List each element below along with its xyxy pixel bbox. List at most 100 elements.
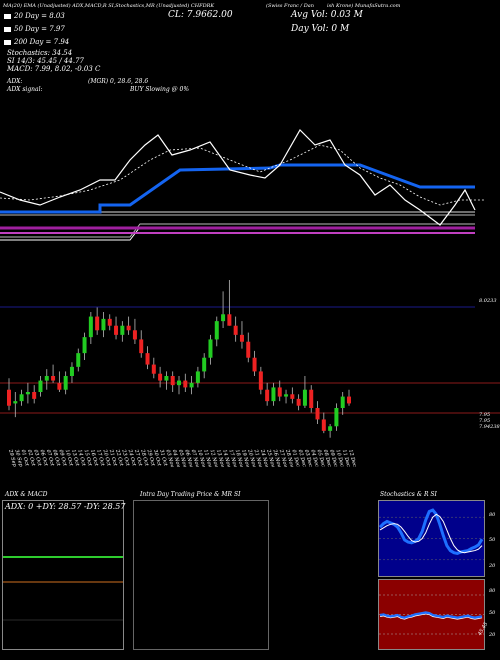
candle-body	[82, 337, 87, 354]
date-label: 13 Nov	[215, 449, 226, 468]
stoch-panel	[378, 500, 485, 577]
stoch-tick-80: 80	[489, 512, 496, 518]
date-label: 27 Nov	[278, 448, 289, 468]
date-label: 28 Nov	[284, 448, 295, 468]
date-label: 20 Nov	[246, 448, 257, 468]
price-label-2: 7.95	[479, 418, 491, 424]
date-label: 01 Dec	[290, 449, 300, 468]
date-label: 29 Oct	[145, 448, 156, 468]
ma50-label: 50 Day = 7.97	[14, 25, 65, 33]
candle-body	[170, 376, 175, 386]
adx-panel-title: ADX & MACD	[5, 491, 48, 498]
candle-body	[158, 373, 163, 381]
candle-body	[107, 318, 112, 326]
buy-signal: BUY Slowing @ 0%	[130, 86, 190, 93]
adx-values-label: ADX: 0 +DY: 28.57 -DY: 28.57	[5, 502, 126, 511]
candle-body	[233, 325, 238, 335]
day-vol: Day Vol: 0 M	[291, 24, 350, 34]
date-label: 08 Oct	[51, 449, 61, 468]
date-label: 25 Nov	[265, 448, 276, 468]
candle-body	[126, 325, 131, 331]
date-label: 14 Oct	[76, 449, 86, 468]
date-label: 05 Nov	[177, 449, 188, 468]
date-label: 05 Dec	[316, 449, 326, 468]
date-label: 10 Nov	[196, 449, 207, 468]
date-label: 13 Oct	[70, 449, 80, 468]
si-label: SI 14/3: 45.45 / 44.77	[7, 57, 84, 65]
ma20-label: 20 Day = 8.03	[14, 12, 65, 20]
candle-body	[7, 389, 11, 406]
candle-body	[195, 371, 200, 383]
date-label: 09 Oct	[57, 449, 67, 468]
candle-body	[139, 339, 144, 354]
candle-body	[69, 366, 74, 376]
candle-body	[95, 316, 100, 331]
date-label: 14 Nov	[221, 449, 232, 468]
candle-body	[214, 321, 219, 340]
candle-body	[164, 376, 169, 381]
intraday-panel	[133, 500, 269, 650]
date-label: 19 Nov	[240, 449, 251, 468]
date-label: 04 Nov	[171, 449, 182, 468]
date-label: 22 Oct	[114, 448, 125, 468]
candle-body	[271, 387, 276, 402]
date-label: 21 Nov	[252, 448, 263, 468]
candle-body	[227, 314, 232, 326]
date-label: 16 Oct	[89, 449, 99, 468]
date-label: 10 Oct	[64, 449, 74, 468]
date-label: 11 Dec	[341, 449, 351, 468]
adx-values: (MGR) 0, 28.6, 28.6	[88, 78, 149, 85]
date-label: 26 Nov	[271, 448, 282, 468]
stoch-panel-title: Stochastics & R SI	[380, 491, 437, 498]
date-label: 08 Dec	[322, 449, 332, 468]
date-label: 15 Oct	[83, 449, 93, 468]
date-label: 27 Oct	[133, 448, 144, 468]
rsi-tick-50: 50	[489, 610, 496, 616]
date-label: 09 Dec	[328, 449, 338, 468]
candle-body	[296, 398, 301, 406]
candle-body	[290, 394, 295, 399]
candle-body	[239, 334, 244, 342]
candle-body	[315, 408, 320, 420]
candle-body	[57, 382, 62, 390]
candle-body	[114, 325, 119, 335]
rsi-panel	[378, 579, 485, 650]
ma200-swatch	[4, 40, 11, 45]
candle-body	[277, 387, 282, 397]
date-label: 12 Nov	[209, 449, 220, 468]
price-label-1: 7.95	[479, 412, 491, 418]
candle-body	[334, 408, 339, 427]
candle-body	[51, 376, 56, 381]
adx-signal-label: ADX signal:	[7, 86, 43, 93]
candle-body	[328, 426, 333, 431]
date-label: 07 Oct	[45, 449, 55, 468]
candle-body	[302, 389, 307, 406]
price-label-3: 7.94238	[479, 424, 500, 430]
rsi-tick-80: 80	[489, 588, 496, 594]
intraday-panel-title: Intra Day Trading Price & MR SI	[140, 491, 241, 498]
candle-body	[221, 314, 226, 322]
candle-body	[246, 341, 251, 358]
date-label: 17 Oct	[95, 449, 105, 468]
date-label: 10 Dec	[334, 449, 344, 468]
candle-body	[145, 353, 150, 365]
date-label: 06 Oct	[39, 449, 49, 468]
candle-body	[63, 376, 68, 390]
candle-body	[202, 357, 207, 372]
candle-body	[258, 371, 263, 390]
candle-body	[252, 357, 257, 372]
date-label: 07 Nov	[190, 449, 201, 468]
date-label: 18 Nov	[234, 449, 245, 468]
header-title-cont: (Swiss Franc / Dan	[266, 3, 314, 9]
candle-body	[32, 392, 37, 399]
candle-body	[151, 364, 156, 374]
date-label: 11 Nov	[202, 449, 213, 468]
date-label: 06 Nov	[183, 449, 194, 468]
candle-body	[44, 376, 49, 381]
candle-body	[13, 401, 18, 404]
candle-body	[321, 419, 326, 431]
candle-body	[347, 396, 351, 404]
date-label: 30 Oct	[152, 449, 162, 468]
date-label: 30 Sep	[13, 449, 24, 468]
